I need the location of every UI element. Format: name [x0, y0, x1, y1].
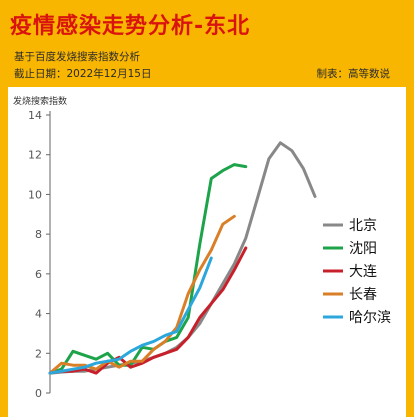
legend-label-1: 北京 [349, 218, 377, 234]
cutoff-date: 截止日期：2022年12月15日 [14, 68, 152, 80]
y-tick-label: 2 [35, 347, 42, 360]
y-tick-label: 12 [28, 149, 42, 162]
legend-label-2: 沈阳 [349, 241, 377, 257]
legend-label-3: 大连 [349, 264, 377, 280]
series-line-1 [48, 141, 317, 375]
y-axis-label: 发烧搜索指数 [13, 97, 68, 107]
y-tick-label: 14 [28, 109, 42, 122]
chart-axes: 0 2 4 6 8 10 12 14 [28, 109, 51, 400]
y-tick-label: 10 [28, 188, 42, 201]
page-title: 疫情感染走势分析-东北 [10, 14, 251, 39]
chart-credit: 制表：高等数说 [316, 68, 391, 80]
series-line-3 [48, 246, 248, 375]
legend-label-5: 哈尔滨 [349, 310, 391, 326]
page-subtitle: 基于百度发烧搜索指数分析 [14, 51, 140, 63]
y-tick-label: 4 [35, 308, 42, 321]
legend-label-4: 长春 [349, 287, 377, 303]
y-tick-label: 0 [35, 387, 42, 400]
series-line-5 [48, 256, 213, 375]
chart-panel: 发烧搜索指数 0 2 4 6 8 10 12 14 北京沈阳大连长春哈尔滨 [8, 87, 406, 417]
series-line-2 [48, 163, 248, 375]
series-layer [48, 141, 317, 375]
series-line-4 [48, 214, 236, 375]
y-tick-label: 8 [35, 228, 42, 241]
y-tick-label: 6 [35, 268, 42, 281]
